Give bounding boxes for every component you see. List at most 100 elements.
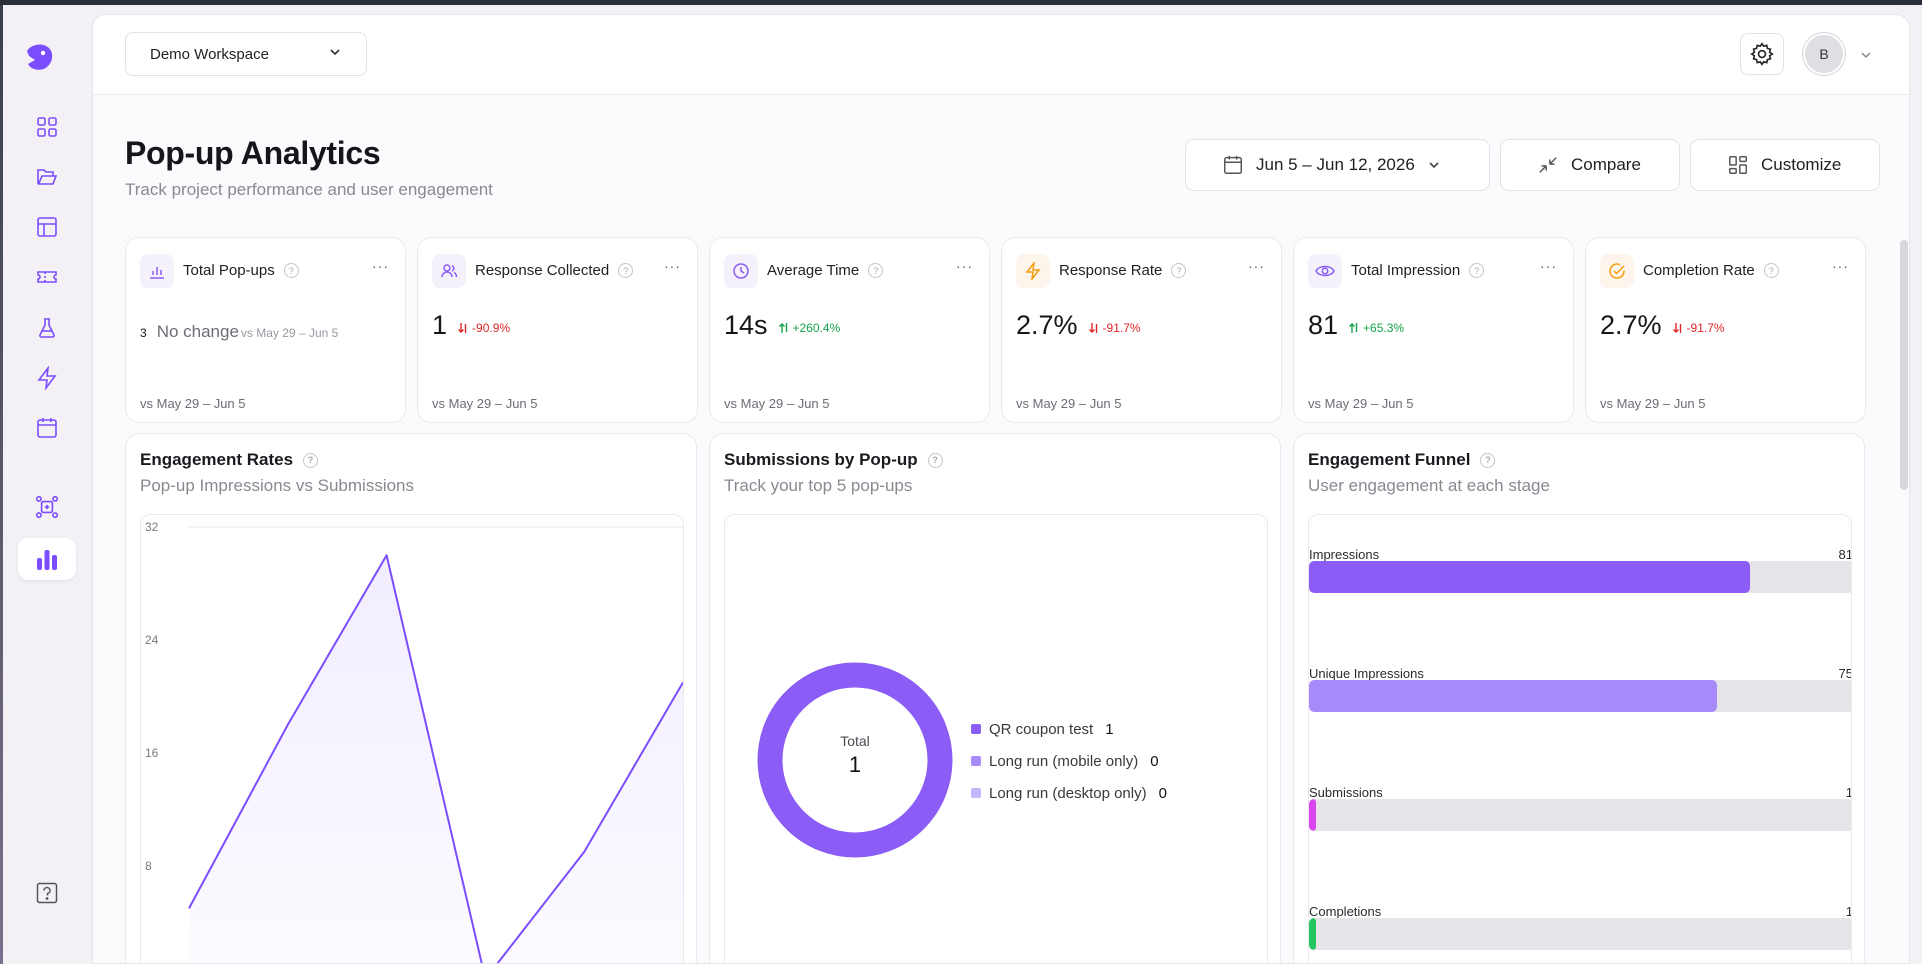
more-options-icon[interactable]: ··· [1832,258,1849,274]
check-circle-icon [1600,254,1634,288]
y-tick-label: 24 [145,633,159,647]
help-icon[interactable]: ? [927,452,943,468]
legend-item: QR coupon test 1 [971,713,1167,745]
funnel-label: Unique Impressions [1309,666,1424,681]
window-left-edge [0,5,3,964]
help-icon[interactable]: ? [283,263,299,278]
more-options-icon[interactable]: ··· [664,258,681,274]
avatar[interactable]: B [1803,33,1845,75]
help-icon[interactable] [18,872,76,914]
funnel-count: 75 [1838,666,1852,681]
stat-value: 2.7% [1016,310,1078,340]
y-tick-label: 32 [145,520,159,534]
bolt-icon[interactable] [18,357,76,399]
funnel-bar [1309,561,1750,593]
donut-slice [757,662,953,858]
card-subtitle: Track your top 5 pop-ups [724,476,913,495]
stat-card-response-collected: Response Collected? ··· 1 -90.9% vs May … [417,237,698,423]
comparison-range: vs May 29 – Jun 5 [1600,396,1706,411]
funnel-label: Completions [1309,904,1382,919]
workspace-selector[interactable]: Demo Workspace [125,32,367,76]
date-range-label: Jun 5 – Jun 12, 2026 [1256,155,1415,174]
more-options-icon[interactable]: ··· [1540,258,1557,274]
stat-card-response-rate: Response Rate? ··· 2.7% -91.7% vs May 29… [1001,237,1282,423]
help-icon[interactable]: ? [868,263,884,278]
flask-icon[interactable] [18,307,76,349]
stat-value: 81 [1308,310,1339,340]
stat-card-completion-rate: Completion Rate? ··· 2.7% -91.7% vs May … [1585,237,1866,423]
workspace-name: Demo Workspace [150,45,269,63]
lightning-icon [1016,254,1050,288]
funnel-count: 1 [1846,904,1851,919]
stat-delta: +65.3% [1348,321,1404,335]
more-options-icon[interactable]: ··· [372,258,389,274]
comparison-range: vs May 29 – Jun 5 [1016,396,1122,411]
top-header: Demo Workspace B [93,15,1909,95]
layout-icon[interactable] [18,206,76,248]
folder-icon[interactable] [18,156,76,198]
integrations-icon[interactable] [18,486,76,528]
app-logo-icon[interactable] [20,37,60,77]
funnel-track [1309,918,1851,950]
chevron-down-icon [328,45,342,63]
analytics-icon[interactable] [18,538,76,580]
legend-swatch [971,724,981,734]
y-tick-label: 16 [145,746,159,760]
stat-value: 3 [140,326,147,340]
eye-icon [1308,254,1342,288]
users-icon [432,254,466,288]
compare-button[interactable]: Compare [1500,139,1680,191]
date-range-picker[interactable]: Jun 5 – Jun 12, 2026 [1185,139,1490,191]
funnel-count: 81 [1838,547,1852,562]
donut-chart [757,662,953,858]
legend-value: 0 [1150,752,1159,770]
page-scrollbar[interactable] [1900,240,1908,490]
card-subtitle: Pop-up Impressions vs Submissions [140,476,415,495]
calendar-icon[interactable] [18,407,76,449]
calendar-icon [1224,155,1242,174]
card-title: Submissions by Pop-up [724,450,918,469]
card-title: Engagement Rates [140,450,294,469]
series-area [189,555,683,963]
funnel-count: 1 [1846,785,1851,800]
help-icon[interactable]: ? [1763,263,1779,278]
grid-icon[interactable] [18,106,76,148]
ticket-icon[interactable] [18,256,76,298]
layout-grid-icon [1729,156,1747,174]
stat-delta: -90.9% [457,321,510,335]
donut-total-value: 1 [848,752,862,777]
stat-value: 2.7% [1600,310,1662,340]
chevron-down-icon [1429,162,1439,169]
trend-down-icon [1672,323,1681,333]
stat-card-average-time: Average Time? ··· 14s +260.4% vs May 29 … [709,237,990,423]
help-icon[interactable]: ? [1469,263,1485,278]
funnel-bar [1309,680,1717,712]
submissions-chart: Total 1 QR coupon test 1 Long run (mobile … [724,514,1268,963]
stat-value: 14s [724,310,768,340]
more-options-icon[interactable]: ··· [1248,258,1265,274]
settings-button[interactable] [1740,33,1784,75]
legend-label: Long run (desktop only) [989,784,1147,802]
nav-rail [3,5,91,964]
more-options-icon[interactable]: ··· [956,258,973,274]
help-icon[interactable]: ? [303,452,319,468]
main-panel: Demo Workspace B Pop-up Analytics Track … [92,14,1910,964]
donut-legend: QR coupon test 1 Long run (mobile only) 0 Lo… [971,713,1167,809]
customize-button[interactable]: Customize [1690,139,1880,191]
legend-swatch [971,788,981,798]
card-subtitle: User engagement at each stage [1308,476,1550,495]
page-title: Pop-up Analytics [125,135,381,171]
help-icon[interactable]: ? [1171,263,1187,278]
stat-delta: +260.4% [778,321,840,335]
legend-item: Long run (desktop only) 0 [971,777,1167,809]
stat-card-total-impression: Total Impression? ··· 81 +65.3% vs May 2… [1293,237,1574,423]
comparison-range: vs May 29 – Jun 5 [1308,396,1414,411]
submissions-card: Submissions by Pop-up? Track your top 5 … [709,433,1281,963]
legend-value: 1 [1105,720,1114,738]
engagement-funnel-card: Engagement Funnel? User engagement at ea… [1293,433,1865,963]
help-icon[interactable]: ? [1480,452,1496,468]
chevron-down-icon[interactable] [1859,48,1873,67]
donut-total-label: Total [840,733,870,749]
help-icon[interactable]: ? [618,263,634,278]
card-title: Engagement Funnel [1308,450,1471,469]
